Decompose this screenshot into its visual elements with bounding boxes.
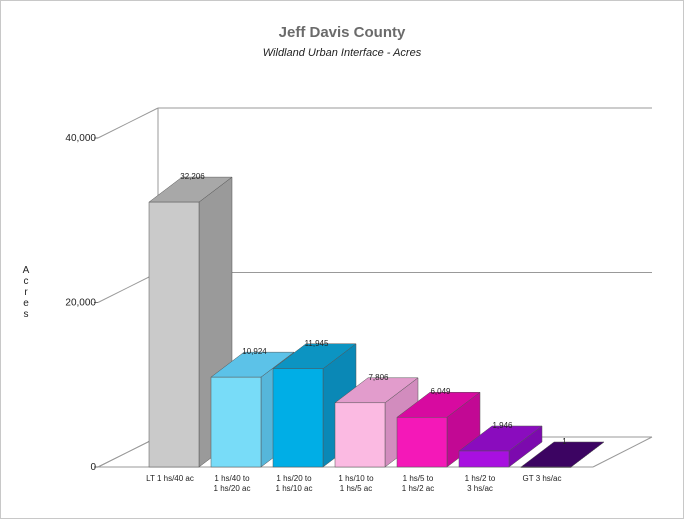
category-labels: LT 1 hs/40 ac 1 hs/40 to1 hs/20 ac 1 hs/20… [146, 474, 561, 493]
value-label: 7,806 [368, 373, 389, 382]
category-label: 1 hs/20 to [276, 474, 312, 483]
category-label: 1 hs/5 to [403, 474, 434, 483]
category-label: 1 hs/10 to [338, 474, 374, 483]
value-label: 32,206 [180, 172, 205, 181]
category-label: 1 hs/5 ac [340, 484, 372, 493]
category-label: 1 hs/20 ac [214, 484, 251, 493]
bar-front [210, 376, 262, 468]
category-label: 3 hs/ac [467, 484, 493, 493]
value-label: 1 [562, 437, 567, 446]
bar: 1,946 [458, 421, 543, 468]
value-label: 10,924 [242, 347, 267, 356]
y-tick-label: 40,000 [65, 133, 96, 144]
floor-right-edge [592, 436, 653, 468]
category-label: GT 3 hs/ac [523, 474, 562, 483]
y-tick-label: 0 [90, 462, 96, 473]
gridline-side [97, 436, 159, 468]
category-label: 1 hs/2 to [465, 474, 496, 483]
bar: 1 [520, 437, 605, 468]
bar: 6,049 [396, 387, 481, 468]
chart-title: Jeff Davis County [278, 24, 406, 41]
y-axis: 0 20,000 40,000 [65, 133, 98, 473]
bar-front [520, 466, 572, 468]
bar-front [148, 201, 200, 468]
category-label: LT 1 hs/40 ac [146, 474, 194, 483]
category-label: 1 hs/40 to [214, 474, 250, 483]
gridline-side [97, 272, 159, 303]
bar-front [334, 402, 386, 468]
bar-front [458, 450, 510, 468]
value-label: 6,049 [430, 387, 451, 396]
value-label: 11,945 [305, 339, 329, 348]
gridline-side [97, 107, 159, 139]
category-label: 1 hs/2 ac [402, 484, 434, 493]
y-tick-label: 20,000 [65, 298, 96, 309]
bar-front [396, 416, 448, 468]
category-label: 1 hs/10 ac [276, 484, 313, 493]
bars: 32,206 10,924 11,945 7,806 6,049 1,946 1 [148, 172, 605, 468]
value-label: 1,946 [492, 421, 513, 430]
bar-front [272, 368, 324, 468]
chart-subtitle: Wildland Urban Interface - Acres [262, 47, 422, 59]
